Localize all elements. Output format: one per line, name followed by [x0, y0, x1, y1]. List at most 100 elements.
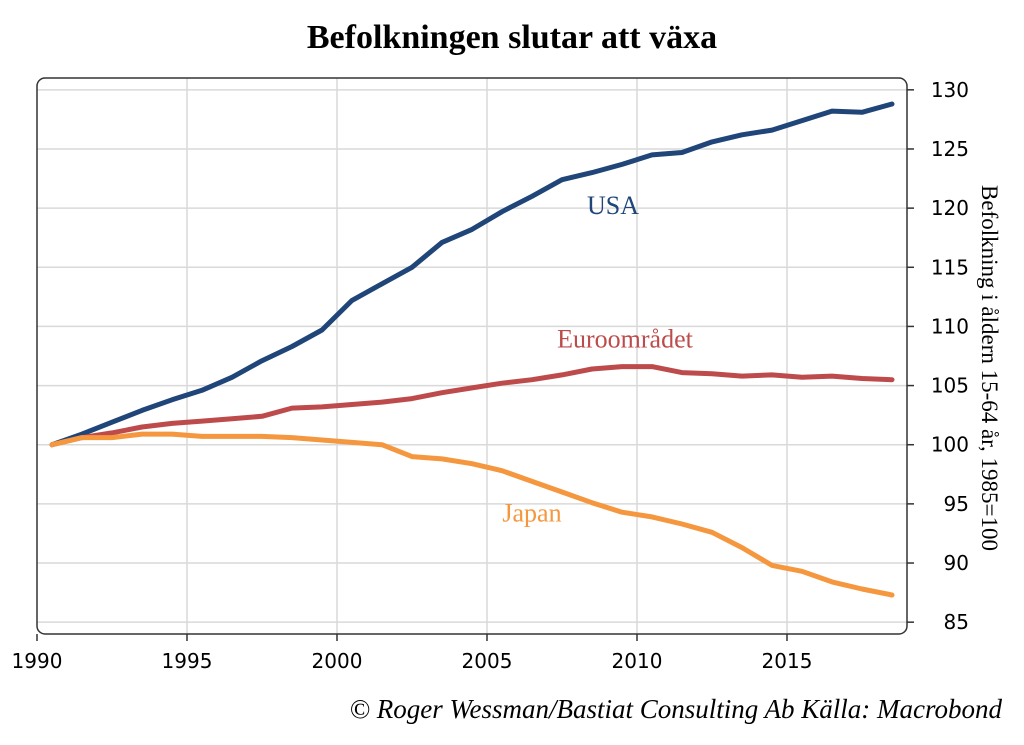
- series-labels: USA Euroområdet Japan: [502, 191, 693, 528]
- x-tick-label: 1995: [162, 649, 213, 673]
- data-point-euroomr-det: [710, 371, 714, 376]
- data-point-usa: [830, 109, 834, 114]
- data-point-euroomr-det: [380, 400, 384, 405]
- data-point-usa: [650, 152, 654, 157]
- data-point-japan: [680, 522, 684, 526]
- data-point-usa: [710, 139, 714, 144]
- data-point-euroomr-det: [560, 372, 564, 377]
- data-point-euroomr-det: [770, 372, 774, 377]
- data-point-euroomr-det: [470, 385, 474, 390]
- data-point-usa: [680, 150, 684, 155]
- data-point-euroomr-det: [530, 377, 534, 382]
- plot-area: [36, 77, 908, 635]
- data-point-japan: [800, 569, 804, 574]
- data-point-euroomr-det: [410, 396, 414, 401]
- data-point-usa: [290, 344, 294, 349]
- data-point-japan: [140, 432, 144, 437]
- data-point-euroomr-det: [740, 374, 744, 379]
- y-tick-label: 110: [931, 314, 969, 338]
- data-point-usa: [140, 408, 144, 413]
- data-point-usa: [590, 170, 594, 175]
- data-point-japan: [470, 461, 474, 466]
- y-tick-label: 130: [931, 78, 969, 102]
- data-point-japan: [290, 435, 294, 440]
- data-point-japan: [830, 579, 834, 584]
- data-point-euroomr-det: [320, 404, 324, 409]
- x-tick-label: 2015: [762, 649, 813, 673]
- data-point-euroomr-det: [800, 375, 804, 380]
- data-point-japan: [110, 435, 114, 440]
- y-tick-label: 120: [931, 196, 969, 220]
- data-point-euroomr-det: [500, 381, 504, 386]
- data-point-euroomr-det: [170, 421, 174, 426]
- data-point-japan: [260, 434, 264, 439]
- data-point-usa: [560, 177, 564, 182]
- data-point-euroomr-det: [140, 425, 144, 429]
- data-point-usa: [800, 118, 804, 123]
- data-point-usa: [860, 110, 864, 115]
- y-tick-label: 95: [944, 492, 969, 516]
- data-point-japan: [380, 442, 384, 447]
- data-point-japan: [860, 587, 864, 591]
- data-point-japan: [650, 514, 654, 519]
- data-point-usa: [770, 128, 774, 133]
- data-point-usa: [170, 397, 174, 402]
- data-point-japan: [320, 438, 324, 442]
- series-label-japan: Japan: [502, 499, 561, 528]
- data-point-euroomr-det: [290, 406, 294, 411]
- y-tick-label: 85: [944, 610, 969, 634]
- y-tick-label: 105: [931, 374, 969, 398]
- y-tick-label: 100: [931, 433, 969, 457]
- data-point-japan: [350, 440, 354, 445]
- data-point-usa: [890, 102, 894, 106]
- series-line-usa: [49, 101, 895, 448]
- series-lines: [49, 101, 895, 598]
- data-point-usa: [410, 265, 414, 270]
- data-point-euroomr-det: [440, 390, 444, 395]
- data-point-japan: [590, 500, 594, 505]
- credit-source-text: © Roger Wessman/Bastiat Consulting Ab Kä…: [349, 694, 1002, 724]
- x-tick-label: 1990: [12, 649, 63, 673]
- series-label-usa: USA: [587, 191, 639, 220]
- data-point-japan: [440, 456, 444, 461]
- data-point-euroomr-det: [200, 419, 204, 424]
- data-point-japan: [170, 432, 174, 437]
- data-point-japan: [740, 545, 744, 550]
- data-point-euroomr-det: [350, 402, 354, 407]
- data-point-usa: [230, 375, 234, 380]
- y-tick-label: 115: [931, 255, 969, 279]
- data-point-japan: [560, 490, 564, 494]
- y-tick-label: 125: [931, 137, 969, 161]
- data-point-japan: [500, 468, 504, 473]
- series-label-euroomr-det: Euroområdet: [557, 325, 694, 354]
- data-point-usa: [470, 227, 474, 232]
- chart-title: Befolkningen slutar att växa: [307, 19, 717, 56]
- data-point-japan: [50, 442, 54, 447]
- data-point-japan: [230, 434, 234, 439]
- data-point-japan: [710, 530, 714, 535]
- y-tick-label: 90: [944, 551, 969, 575]
- data-point-japan: [410, 454, 414, 459]
- data-point-euroomr-det: [260, 414, 264, 419]
- data-point-euroomr-det: [620, 364, 624, 369]
- data-point-euroomr-det: [110, 430, 114, 435]
- data-point-euroomr-det: [830, 374, 834, 379]
- data-point-usa: [350, 298, 354, 303]
- y-axis: 85 90 95 100 105 110 115 120 125 130: [907, 78, 969, 634]
- data-point-usa: [500, 209, 504, 214]
- data-point-japan: [890, 593, 894, 597]
- x-tick-label: 2000: [312, 649, 363, 673]
- series-line-japan: [49, 431, 895, 598]
- x-axis: 1990 1995 2000 2005 2010 2015: [12, 634, 813, 673]
- data-point-usa: [110, 420, 114, 425]
- data-point-japan: [80, 435, 84, 440]
- x-tick-label: 2010: [612, 649, 663, 673]
- data-point-euroomr-det: [230, 416, 234, 421]
- data-point-usa: [740, 132, 744, 137]
- data-point-japan: [770, 563, 774, 568]
- y-axis-label: Befolkning i åldern 15-64 år, 1985=100: [977, 185, 1002, 551]
- data-point-usa: [380, 281, 384, 286]
- data-point-euroomr-det: [590, 367, 594, 371]
- data-point-usa: [530, 194, 534, 199]
